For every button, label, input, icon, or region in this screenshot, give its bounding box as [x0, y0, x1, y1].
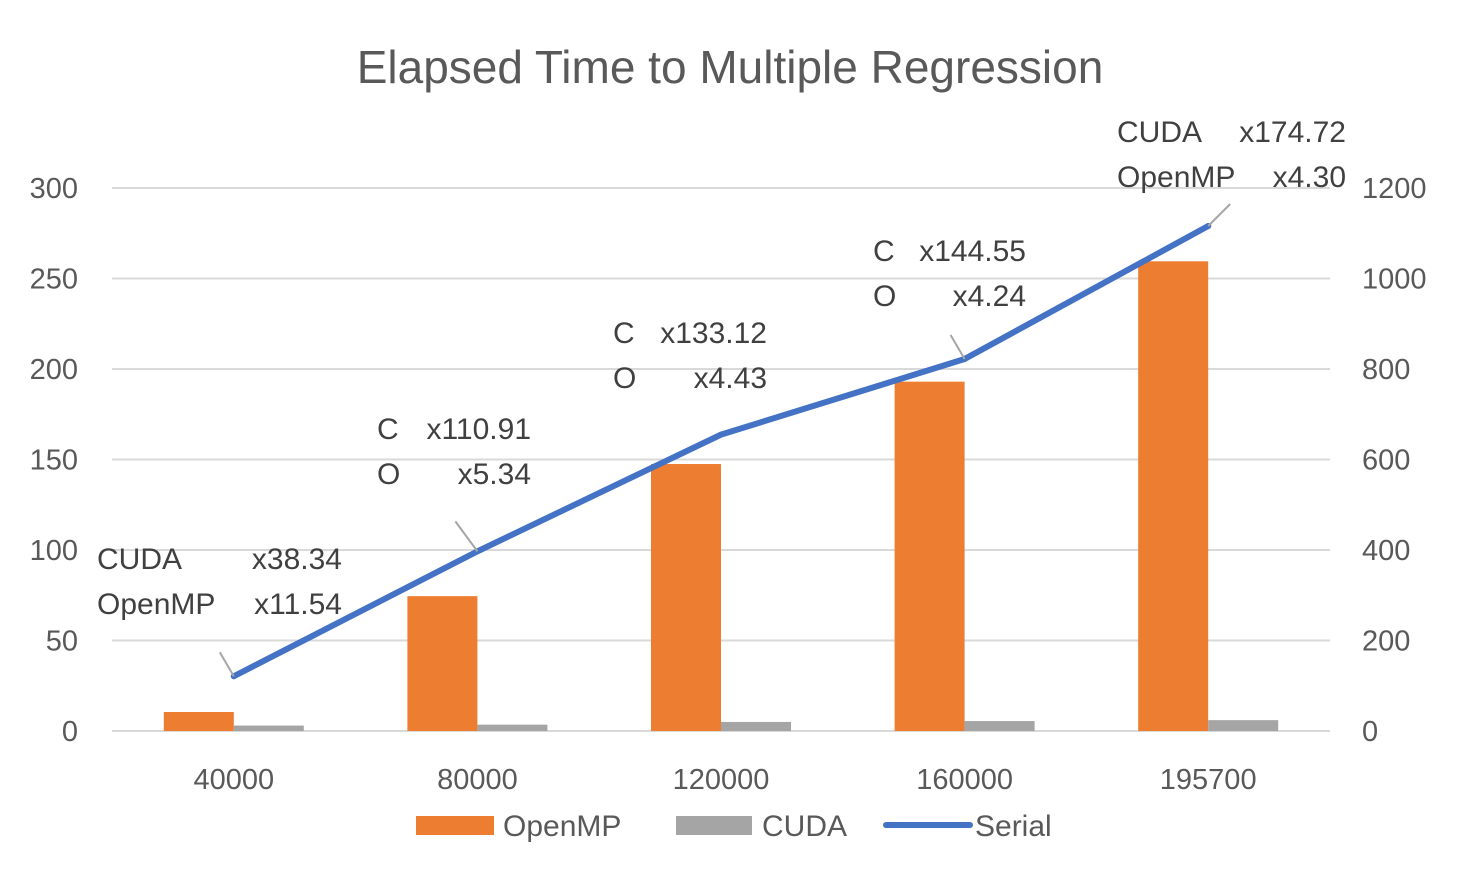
- legend-label: CUDA: [762, 810, 847, 843]
- annotation-label: C: [873, 235, 895, 268]
- annotation-value: x38.34: [252, 543, 342, 576]
- right-axis-ticks: 0 200 400 600 800 1000 1200: [1362, 173, 1427, 748]
- serial-point: [718, 431, 724, 438]
- openmp-legend-swatch: [416, 816, 494, 835]
- left-tick-label: 200: [30, 354, 78, 386]
- annotation-label: O: [613, 362, 636, 395]
- annotation-label: CUDA: [97, 543, 182, 576]
- annotation-label: O: [377, 458, 400, 491]
- annotation-label: CUDA: [1117, 116, 1202, 149]
- annotation-value: x11.54: [254, 588, 342, 621]
- cuda-bar: [233, 725, 304, 731]
- category-label: 160000: [916, 764, 1013, 796]
- annotation-leader-line: [218, 651, 235, 677]
- left-tick-label: 250: [30, 264, 78, 296]
- annotation-value: x110.91: [426, 413, 531, 446]
- category-label: 195700: [1160, 764, 1257, 796]
- right-tick-label: 1200: [1362, 173, 1427, 205]
- openmp-bar: [407, 596, 478, 731]
- left-tick-label: 300: [30, 173, 78, 205]
- cuda-bar: [964, 721, 1035, 731]
- annotation-value: x4.30: [1273, 161, 1346, 194]
- annotation-value: x4.43: [694, 362, 767, 395]
- annotation-leader-line: [949, 334, 966, 360]
- annotation-value: x133.12: [660, 317, 767, 350]
- chart-title: Elapsed Time to Multiple Regression: [357, 41, 1104, 93]
- left-tick-label: 100: [30, 535, 78, 567]
- right-tick-label: 600: [1362, 445, 1410, 477]
- openmp-bar: [1138, 261, 1209, 731]
- openmp-bar: [163, 711, 234, 731]
- right-tick-label: 200: [1362, 626, 1410, 658]
- annotation-value: x5.34: [458, 458, 531, 491]
- annotation-leader-line: [454, 520, 479, 552]
- cuda-bar: [477, 724, 548, 731]
- left-tick-label: 0: [62, 716, 78, 748]
- annotation-label: C: [377, 413, 399, 446]
- annotation-value: x4.24: [953, 280, 1026, 313]
- legend-label: Serial: [975, 810, 1052, 843]
- annotation-leader-line: [1207, 203, 1231, 227]
- right-tick-label: 0: [1362, 716, 1378, 748]
- category-label: 40000: [193, 764, 274, 796]
- left-tick-label: 50: [46, 626, 78, 658]
- right-tick-label: 400: [1362, 535, 1410, 567]
- annotations: CUDA x38.34 OpenMP x11.54 C x110.91 O x5.34 C x13…: [97, 116, 1346, 677]
- category-label: 80000: [437, 764, 518, 796]
- openmp-bar: [894, 381, 965, 731]
- right-tick-label: 1000: [1362, 264, 1427, 296]
- bars: [163, 261, 1279, 731]
- cuda-bar: [1208, 720, 1279, 731]
- annotation-label: OpenMP: [97, 588, 215, 621]
- cuda-bar: [721, 721, 791, 731]
- legend-label: OpenMP: [503, 810, 621, 843]
- annotation-value: x174.72: [1239, 116, 1346, 149]
- openmp-bar: [651, 464, 721, 731]
- annotation-label: OpenMP: [1117, 161, 1235, 194]
- annotation-label: O: [873, 280, 896, 313]
- left-axis-ticks: 0 50 100 150 200 250 300: [30, 173, 78, 748]
- category-labels: 40000 80000 120000 160000 195700: [193, 764, 1256, 796]
- cuda-legend-swatch: [676, 816, 752, 835]
- annotation-value: x144.55: [919, 235, 1026, 268]
- left-tick-label: 150: [30, 445, 78, 477]
- legend: OpenMP CUDA Serial: [416, 810, 1052, 843]
- right-tick-label: 800: [1362, 354, 1410, 386]
- annotation-label: C: [613, 317, 635, 350]
- category-label: 120000: [673, 764, 770, 796]
